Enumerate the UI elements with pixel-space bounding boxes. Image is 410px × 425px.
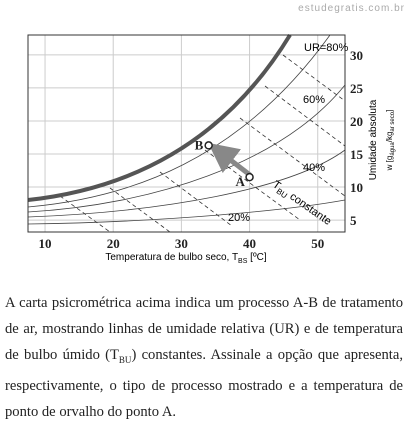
x-tick-label: 20	[107, 236, 120, 251]
rh-label: 20%	[228, 212, 250, 224]
y-tick-label: 30	[350, 48, 363, 63]
process-arrow	[208, 142, 252, 177]
point-label: A	[236, 174, 246, 189]
y-tick-label: 10	[350, 180, 363, 195]
y-tick-label: 5	[350, 213, 357, 228]
y-tick-label: 25	[350, 81, 364, 96]
state-point	[204, 141, 213, 150]
y-axis-unit: w [gágua/kgar seco]	[385, 110, 396, 172]
rh-curves	[27, 34, 346, 225]
state-point	[245, 172, 254, 182]
watermark: estudegratis.com.br	[298, 3, 405, 14]
wet-bulb-lines	[59, 54, 346, 233]
point-label: B	[195, 137, 204, 152]
x-tick-label: 30	[175, 236, 188, 251]
rh-label: UR=80%	[304, 42, 349, 54]
saturation-curve	[27, 33, 292, 202]
x-tick-label: 40	[243, 236, 256, 251]
x-axis-label: Temperatura de bulbo seco, TBS [ºC]	[105, 252, 266, 265]
rh-label: 60%	[303, 94, 325, 106]
rh-label: 40%	[303, 162, 325, 174]
y-tick-label: 20	[350, 114, 363, 129]
x-tick-label: 10	[39, 236, 52, 251]
plot-frame	[27, 34, 346, 233]
chart: estudegratis.com.br UR=80% 60% 40% 20% T…	[27, 3, 405, 265]
x-tick-label: 50	[311, 236, 324, 251]
question-text: A carta psicrométrica acima indica um pr…	[5, 295, 403, 420]
y-tick-label: 15	[350, 147, 364, 162]
y-axis-label: Umidade absoluta	[368, 99, 379, 180]
